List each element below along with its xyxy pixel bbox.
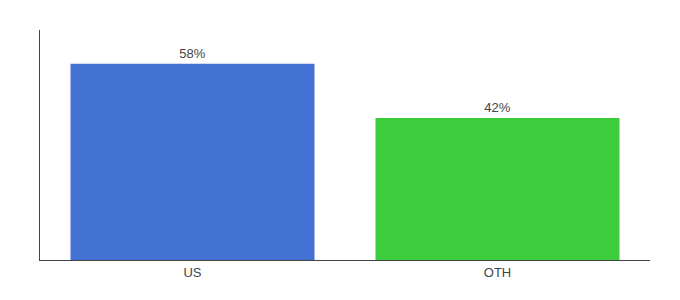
svg-text:US: US [183,265,201,280]
svg-text:42%: 42% [484,100,510,115]
svg-text:OTH: OTH [484,265,511,280]
svg-text:58%: 58% [179,46,205,61]
